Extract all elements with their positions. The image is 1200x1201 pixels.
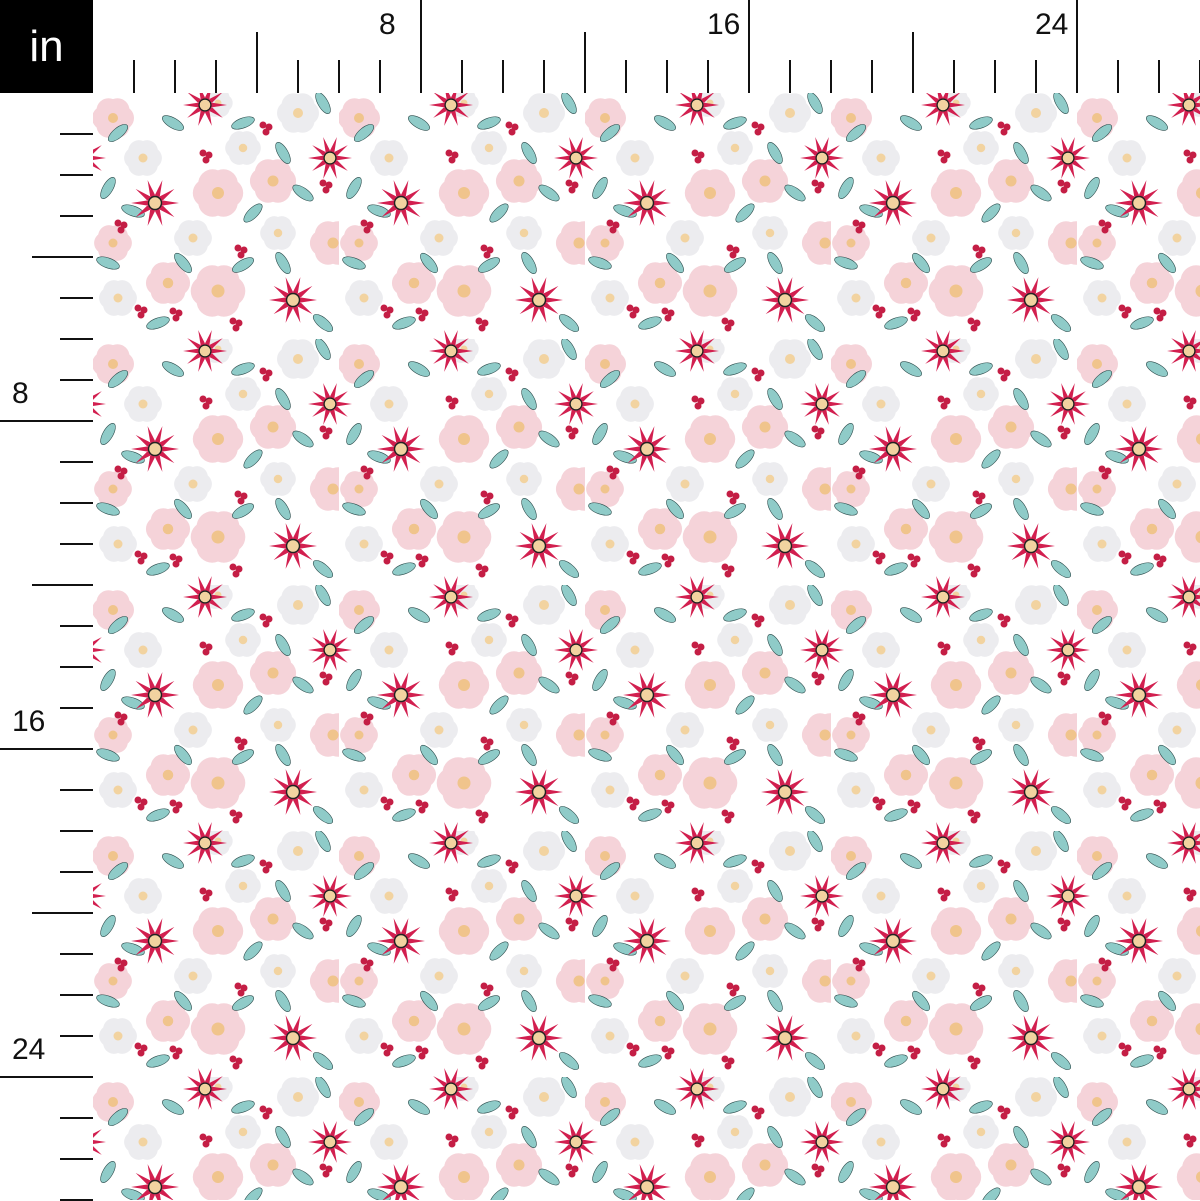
ruler-tick	[0, 420, 93, 422]
ruler-label: 24	[12, 1033, 46, 1066]
ruler-tick	[1158, 60, 1160, 93]
ruler-tick	[60, 666, 93, 668]
ruler-tick	[338, 60, 340, 93]
ruler-label: 16	[12, 705, 46, 738]
ruler-tick	[60, 707, 93, 709]
ruler-tick	[32, 584, 93, 586]
ruler-tick	[60, 338, 93, 340]
ruler-tick	[60, 1035, 93, 1037]
ruler-tick	[60, 502, 93, 504]
ruler-tick	[0, 748, 93, 750]
ruler-tick	[379, 60, 381, 93]
ruler-tick	[707, 60, 709, 93]
ruler-tick	[60, 543, 93, 545]
ruler-tick	[60, 789, 93, 791]
ruler-tick	[953, 60, 955, 93]
ruler-tick	[215, 60, 217, 93]
ruler-tick	[1035, 60, 1037, 93]
ruler-tick	[32, 912, 93, 914]
ruler-tick	[133, 60, 135, 93]
ruler-tick	[830, 60, 832, 93]
unit-label: in	[0, 0, 93, 93]
ruler-tick	[60, 461, 93, 463]
ruler-tick	[60, 379, 93, 381]
ruler-tick	[60, 297, 93, 299]
ruler-label: 8	[12, 377, 29, 410]
ruler-tick	[60, 830, 93, 832]
ruler-tick	[60, 953, 93, 955]
ruler-tick	[1117, 60, 1119, 93]
ruler-tick	[748, 0, 750, 93]
ruler-label: 24	[1035, 8, 1069, 41]
ruler-tick	[543, 60, 545, 93]
ruler-tick	[994, 60, 996, 93]
ruler-tick	[584, 32, 586, 93]
left-ruler: 8 16 24	[0, 93, 93, 1201]
ruler-tick	[60, 215, 93, 217]
ruler-tick	[461, 60, 463, 93]
ruler-tick	[1076, 0, 1078, 93]
ruler-tick	[60, 871, 93, 873]
ruler-tick	[32, 256, 93, 258]
ruler-tick	[789, 60, 791, 93]
ruler-tick	[60, 625, 93, 627]
ruler-label: 16	[707, 8, 741, 41]
fabric-pattern	[93, 93, 1200, 1200]
ruler-tick	[60, 1117, 93, 1119]
top-ruler: 8 16 24	[93, 0, 1200, 93]
ruler-tick	[60, 133, 93, 135]
ruler-tick	[871, 60, 873, 93]
ruler-tick	[666, 60, 668, 93]
ruler-tick	[174, 60, 176, 93]
ruler-tick	[912, 32, 914, 93]
ruler-tick	[420, 0, 422, 93]
ruler-tick	[60, 1158, 93, 1160]
ruler-tick	[60, 994, 93, 996]
ruler-tick	[0, 1076, 93, 1078]
ruler-tick	[60, 174, 93, 176]
ruler-tick	[256, 32, 258, 93]
ruler-label: 8	[379, 8, 396, 41]
ruler-tick	[502, 60, 504, 93]
ruler-tick	[625, 60, 627, 93]
ruler-tick	[297, 60, 299, 93]
